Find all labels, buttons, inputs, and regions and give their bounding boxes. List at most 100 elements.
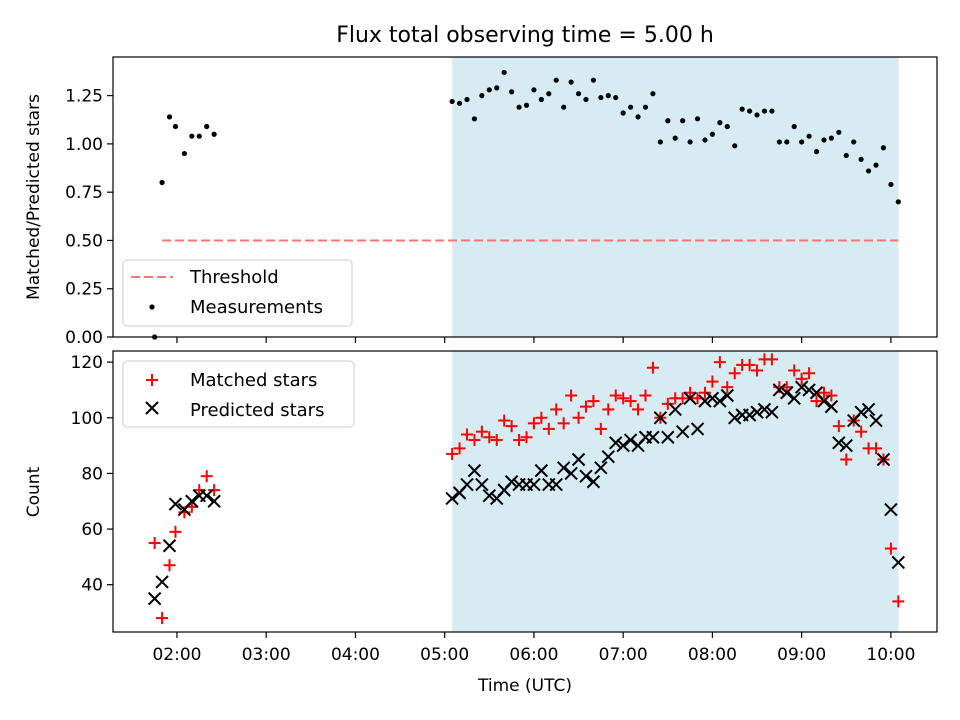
x-marker-b — [809, 386, 824, 400]
matched-star-point — [676, 392, 689, 405]
x-marker-b — [467, 463, 482, 478]
x-marker-b — [147, 591, 162, 606]
x-marker-b — [185, 494, 199, 508]
matched-star-point — [193, 484, 206, 497]
measurement-point — [159, 179, 165, 186]
figure-title: Flux total observing time = 5.00 h — [336, 23, 714, 48]
x-tick-label: 09:00 — [777, 645, 826, 665]
matched-star-point — [163, 559, 176, 572]
predicted-star-point — [564, 466, 578, 481]
measurements-legend-swatch — [149, 304, 155, 310]
measurement-point — [895, 199, 901, 205]
predicted-star-point — [884, 502, 898, 517]
measurement-point — [561, 104, 567, 110]
x-marker-b — [668, 402, 682, 417]
y-tick-label: 80 — [81, 464, 103, 484]
predicted-star-point — [571, 452, 586, 467]
measurement-point — [821, 137, 827, 143]
x-marker-b — [168, 497, 183, 511]
matched-stars-points — [148, 353, 905, 625]
measurements-points — [152, 69, 901, 340]
ratio-y-ticks: 0.00 0.25 0.50 0.75 1.00 1.25 — [65, 87, 113, 348]
predicted-star-point — [839, 438, 853, 453]
measurement-point — [858, 156, 864, 162]
measurement-point — [694, 116, 701, 122]
x-marker-b — [869, 413, 883, 428]
x-marker-b — [713, 394, 727, 408]
measurement-point — [717, 120, 723, 126]
matched-star-point — [713, 356, 726, 369]
count-legend-box — [122, 360, 355, 428]
predicted-star-point — [876, 452, 891, 467]
x-marker-b — [705, 391, 720, 406]
measurement-point — [553, 77, 559, 83]
measurement-point — [613, 94, 619, 101]
measurement-point — [486, 87, 492, 93]
ratio-axes-frame — [112, 56, 938, 338]
matched-star-point — [148, 536, 161, 549]
matched-star-point — [609, 389, 622, 402]
predicted-star-point — [675, 424, 690, 439]
matched-star-point — [840, 453, 853, 466]
matched-star-point — [706, 375, 719, 388]
measurement-point — [873, 162, 879, 168]
predicted-star-point — [713, 394, 727, 408]
x-marker-b — [527, 477, 541, 492]
matched-star-point — [200, 470, 213, 483]
x-marker-b — [772, 383, 787, 397]
x-marker-b — [661, 430, 675, 444]
measurement-point — [732, 143, 738, 149]
measurement-point — [799, 139, 805, 145]
y-tick-label: 0.75 — [65, 183, 103, 203]
matched-star-point — [490, 434, 503, 447]
matched-star-point — [892, 595, 905, 608]
ratio-legend: Threshold Measurements — [122, 259, 353, 327]
y-tick-label: 60 — [81, 520, 103, 540]
matched-legend-swatch — [146, 374, 158, 386]
predicted-star-point — [750, 405, 764, 419]
measurement-point — [761, 108, 768, 114]
measurement-point — [836, 129, 842, 135]
matched-star-point — [475, 425, 488, 438]
measurement-point — [628, 104, 634, 110]
x-marker-b — [482, 488, 497, 503]
measurement-point — [189, 133, 195, 139]
measurement-point — [196, 133, 202, 139]
measurement-point — [449, 98, 455, 105]
predicted-star-point — [162, 539, 177, 553]
measurement-point — [672, 135, 678, 141]
x-marker-b — [675, 424, 690, 439]
measurement-point — [464, 96, 470, 103]
measurement-point — [494, 85, 500, 91]
ratio-y-axis-label: Matched/Predicted stars — [24, 94, 44, 300]
x-tick-label: 10:00 — [866, 645, 915, 665]
matched-star-point — [542, 422, 555, 435]
matched-star-point — [602, 403, 615, 416]
predicted-star-point — [705, 391, 720, 406]
matched-star-point — [446, 447, 459, 460]
measurement-point — [828, 135, 834, 141]
matched-star-point — [169, 525, 182, 538]
matched-star-point — [751, 364, 764, 377]
matched-star-point — [646, 361, 659, 374]
x-marker-b — [728, 411, 742, 425]
predicted-legend-swatch — [145, 401, 159, 415]
x-marker-b — [876, 452, 891, 467]
matched-star-point — [505, 420, 518, 433]
matched-star-point — [661, 397, 674, 410]
matched-star-point — [832, 420, 845, 433]
measurement-point — [724, 123, 730, 130]
x-tick-label: 04:00 — [331, 645, 380, 665]
matched-star-point — [743, 358, 756, 371]
matched-star-point — [632, 403, 645, 416]
x-marker-b — [817, 394, 831, 408]
matched-star-point — [513, 434, 526, 447]
measurement-point — [784, 139, 790, 145]
matched-star-point — [698, 386, 711, 399]
measurement-point — [776, 139, 782, 145]
measurement-point — [509, 89, 515, 95]
predicted-star-point — [594, 461, 608, 475]
matched-star-point — [520, 431, 533, 444]
x-marker-b — [646, 430, 660, 444]
